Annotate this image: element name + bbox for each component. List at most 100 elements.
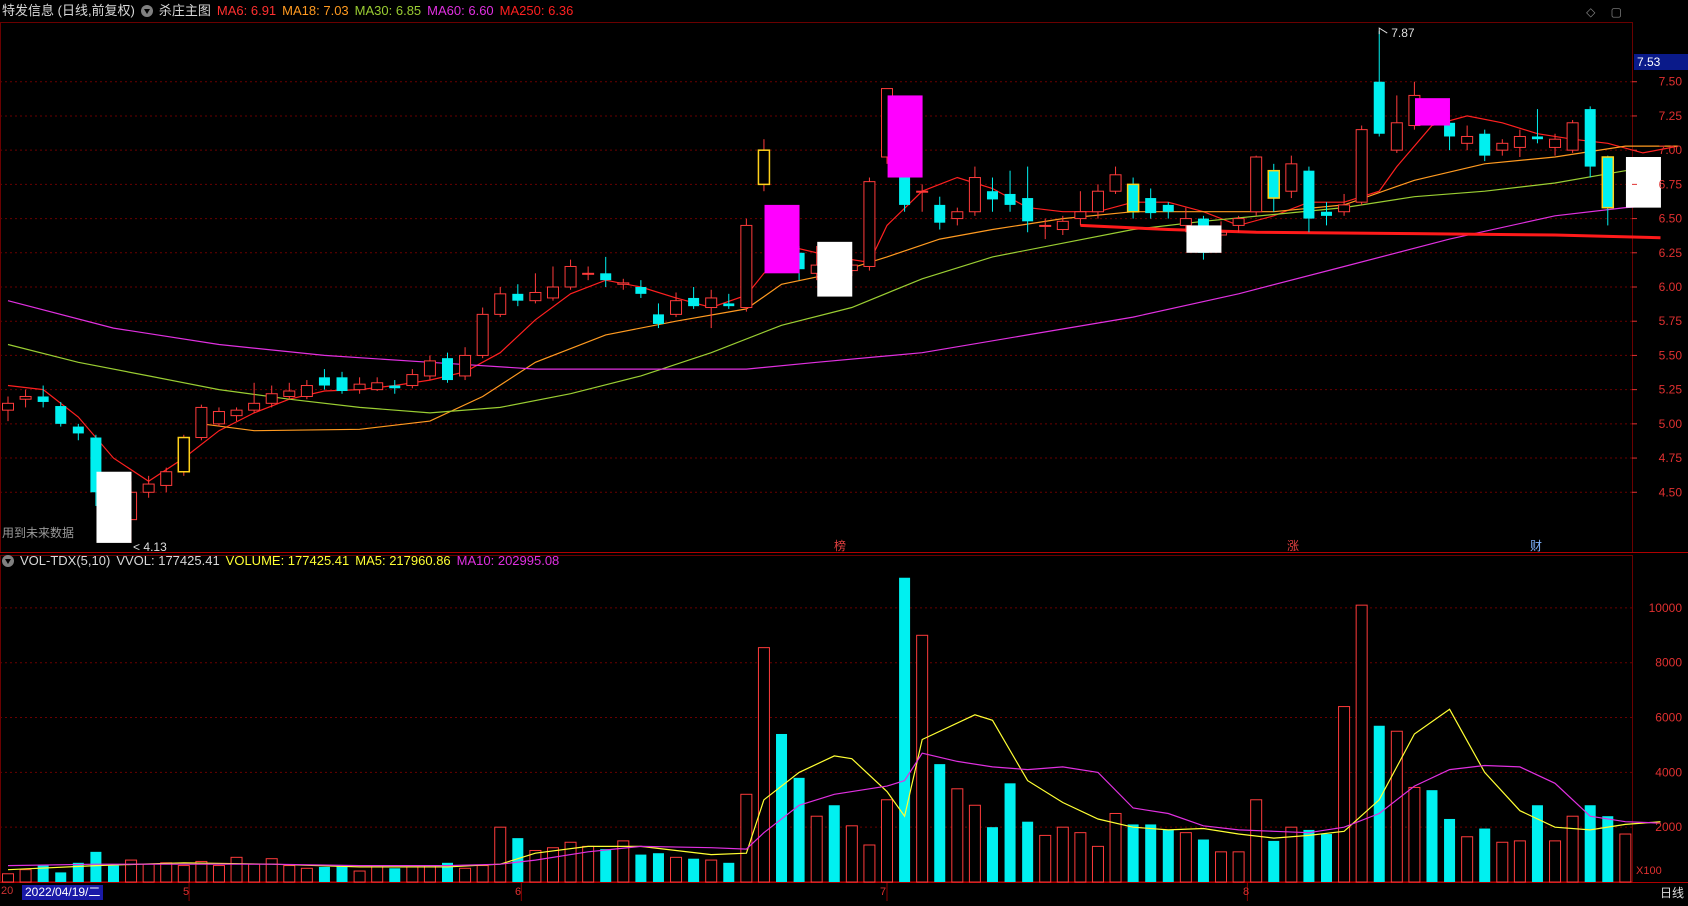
volume-bar-up: [1496, 841, 1509, 883]
volume-bar-up: [845, 825, 858, 883]
candle-body-up: [968, 177, 981, 213]
volume-bar-down: [318, 866, 330, 882]
candle-body-up: [1461, 135, 1474, 144]
volume-bar-up: [1215, 851, 1228, 883]
yellow-signal-box: [1601, 156, 1615, 209]
price-tick-label: 6.75: [1659, 177, 1683, 191]
yellow-signal-box: [177, 436, 191, 473]
candle-body-up: [546, 286, 559, 299]
event-marker-zhang[interactable]: 涨: [1287, 539, 1300, 553]
volume-bar-up: [371, 865, 384, 883]
candle-body-up: [1496, 142, 1509, 151]
candle-body-up: [283, 390, 296, 397]
volume-bar-up: [283, 865, 296, 883]
volume-bar-up: [230, 856, 243, 883]
candle-body-up: [1056, 220, 1069, 231]
volume-indicator-name[interactable]: VOL-TDX(5,10): [20, 553, 111, 568]
volume-bars: [2, 577, 1632, 883]
volume-bar-down: [442, 862, 453, 882]
volume-bar-up: [212, 865, 225, 883]
dropdown-icon[interactable]: [140, 5, 153, 17]
yellow-signal-box: [1126, 183, 1140, 213]
volume-ma-ma10: [7, 752, 1661, 867]
volume-bar-down: [1321, 834, 1332, 882]
volume-bar-up: [195, 860, 208, 883]
volume-bar-down: [55, 872, 67, 882]
candle-body-down: [1303, 170, 1315, 219]
candle-body-up: [1074, 211, 1087, 220]
candle-body-down: [688, 297, 700, 307]
candle-body-up: [459, 354, 472, 377]
candle-body-up: [670, 300, 683, 315]
window-icons[interactable]: ◇ ▢: [1586, 5, 1628, 19]
candle-body-down: [899, 170, 911, 205]
price-tick-label: 6.50: [1659, 212, 1683, 226]
volume-bar-down: [389, 868, 401, 882]
last-price-tag: 7.53: [1634, 54, 1688, 70]
volume-ma-ma5: [7, 708, 1661, 871]
volume-bar-down: [899, 577, 911, 882]
volume-bar-up: [160, 862, 173, 883]
volume-tick-label: 10000: [1649, 601, 1683, 615]
candle-body-down: [1004, 193, 1016, 205]
candle-body-up: [863, 181, 876, 267]
candle-body-up: [529, 291, 542, 302]
signal-block: [96, 471, 132, 543]
volume-bar-up: [1408, 786, 1421, 883]
volume-bar-down: [1197, 839, 1209, 882]
event-marker-bang[interactable]: 榜: [834, 539, 847, 553]
candle-body-up: [1355, 129, 1368, 203]
candle-body-down: [72, 426, 84, 434]
year-stub: 20: [1, 885, 14, 897]
volume-bar-down: [793, 777, 805, 882]
axis-labels: 4.50 4.75 5.00 5.25 5.50 5.75 6.00 6.25 6.50 6.75…: [1632, 75, 1682, 834]
volume-bar-down: [1303, 829, 1315, 882]
candle-body-up: [1513, 135, 1526, 148]
vol-ma5-value: MA5: 217960.86: [355, 553, 451, 568]
volume-bar-down: [1479, 828, 1491, 882]
candle-body-up: [195, 406, 208, 439]
cursor-date: 2022/04/19/二: [22, 885, 104, 900]
volume-bar-down: [1268, 840, 1280, 882]
ma-line-ma18: [201, 145, 1679, 432]
candle-body-up: [1338, 204, 1351, 213]
volume-bar-down: [1373, 725, 1385, 882]
volume-bar-up: [740, 793, 753, 883]
volume-bar-up: [1461, 836, 1474, 883]
candle-body-down: [1584, 109, 1596, 167]
candle-body-down: [37, 396, 49, 402]
dropdown-icon[interactable]: [2, 555, 14, 567]
grid-layer: [0, 22, 1688, 901]
volume-bar-up: [1109, 812, 1122, 883]
volume-bar-up: [265, 858, 278, 883]
candle-body-up: [1285, 163, 1298, 192]
volume-bar-up: [757, 647, 770, 883]
candle-body-down: [55, 406, 67, 424]
candle-body-down: [1145, 198, 1157, 214]
candle-body-down: [442, 358, 453, 381]
candle-body-down: [90, 437, 102, 493]
event-marker-cai[interactable]: 财: [1530, 539, 1543, 553]
volume-bar-up: [951, 788, 964, 883]
future-data-note: 用到未来数据: [2, 526, 75, 540]
candle-body-down: [1127, 184, 1139, 212]
signal-block: [1414, 98, 1450, 126]
period-label[interactable]: 日线: [1659, 886, 1684, 900]
indicator-name[interactable]: 杀庄主图: [158, 3, 211, 18]
ma6-value: MA6: 6.91: [216, 3, 277, 18]
volume-bar-up: [617, 840, 630, 883]
candle-body-up: [1179, 218, 1192, 226]
volume-bar-down: [1004, 783, 1016, 882]
signal-block: [1186, 225, 1222, 253]
volume-bar-down: [1145, 824, 1157, 882]
volume-bar-up: [125, 859, 138, 883]
price-tick-label: 5.25: [1659, 383, 1683, 397]
candle-body-up: [371, 382, 384, 391]
volume-bar-up: [1074, 832, 1087, 883]
month-label: 6: [515, 886, 522, 898]
stock-title[interactable]: 特发信息 (日线,前复权): [2, 3, 135, 18]
volume-bar-down: [723, 862, 735, 882]
volume-bar-down: [776, 733, 788, 882]
volume-bar-up: [1619, 833, 1632, 883]
volume-bar-up: [300, 867, 313, 883]
